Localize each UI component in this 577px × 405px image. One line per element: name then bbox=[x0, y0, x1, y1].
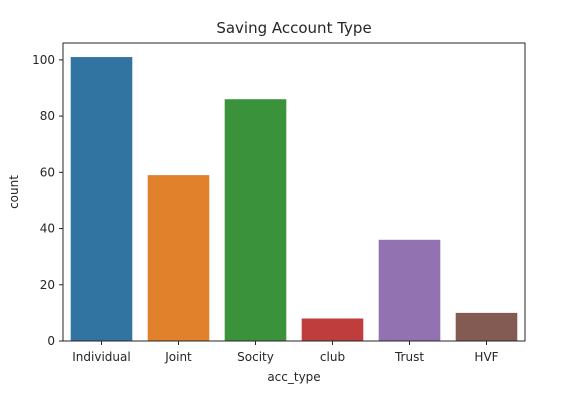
y-tick-label: 80 bbox=[40, 109, 55, 123]
plot-frame bbox=[62, 42, 526, 342]
y-axis-label: count bbox=[7, 175, 21, 209]
x-tick-label: Trust bbox=[394, 350, 424, 364]
x-axis-label: acc_type bbox=[267, 370, 320, 384]
bar-club bbox=[301, 318, 364, 341]
y-axis-ticks: 0 20 40 60 80 100 bbox=[32, 53, 63, 348]
bar-joint bbox=[147, 175, 210, 341]
y-tick-label: 0 bbox=[47, 334, 55, 348]
y-tick-label: 40 bbox=[40, 222, 55, 236]
x-tick-label: Joint bbox=[164, 350, 192, 364]
bar-individual bbox=[70, 57, 133, 341]
x-tick-label: Individual bbox=[72, 350, 130, 364]
x-tick-label: HVF bbox=[474, 350, 498, 364]
x-axis-ticks: Individual Joint Socity club Trust HVF bbox=[72, 341, 499, 364]
x-tick-label: Socity bbox=[237, 350, 274, 364]
y-tick-label: 20 bbox=[40, 278, 55, 292]
y-tick-label: 60 bbox=[40, 165, 55, 179]
bar-trust bbox=[378, 239, 441, 341]
y-tick-label: 100 bbox=[32, 53, 55, 67]
bar-socity bbox=[224, 99, 287, 342]
bar-hvf bbox=[455, 312, 518, 341]
chart-title: Saving Account Type bbox=[216, 19, 371, 37]
bars bbox=[70, 57, 518, 342]
x-tick-label: club bbox=[320, 350, 345, 364]
